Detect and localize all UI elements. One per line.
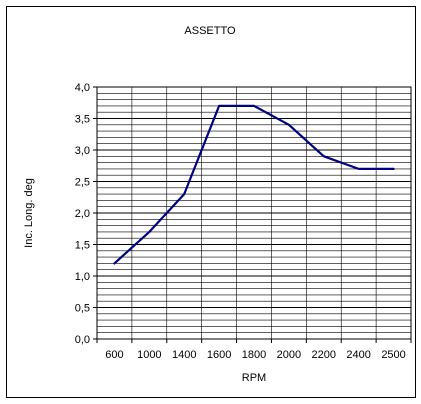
grid-lines xyxy=(97,87,411,339)
plot-area xyxy=(96,86,412,340)
y-tick-label: 3,0 xyxy=(75,145,90,157)
y-tick-label: 1,0 xyxy=(75,271,90,283)
x-tick-label: 600 xyxy=(105,349,123,361)
x-tick-label: 1800 xyxy=(242,349,266,361)
y-tick-label: 3,5 xyxy=(75,114,90,126)
y-tick-label: 2,5 xyxy=(75,177,90,189)
x-axis-label: RPM xyxy=(242,372,266,384)
y-tick-label: 1,5 xyxy=(75,240,90,252)
y-tick-label: 0,5 xyxy=(75,303,90,315)
x-tick-label: 1000 xyxy=(137,349,161,361)
x-tick-label: 1600 xyxy=(207,349,231,361)
x-tick-label: 2400 xyxy=(346,349,370,361)
y-axis-label: Inc. Long. deg xyxy=(23,178,35,248)
chart-title: ASSETTO xyxy=(184,25,236,37)
x-axis: 600 1000 1400 1600 1800 2000 2200 2400 2500 xyxy=(96,339,412,361)
y-tick-label: 0,0 xyxy=(75,334,90,346)
y-tick-label: 2,0 xyxy=(75,208,90,220)
series-line xyxy=(113,104,395,265)
x-tick-label: 2000 xyxy=(277,349,301,361)
y-axis: 0,0 0,5 1,0 1,5 2,0 2,5 3,0 3,5 4,0 xyxy=(75,82,97,346)
x-tick-label: 2500 xyxy=(381,349,405,361)
series-layer xyxy=(113,104,395,265)
y-tick-label: 4,0 xyxy=(75,82,90,94)
x-tick-label: 1400 xyxy=(172,349,196,361)
x-tick-label: 2200 xyxy=(312,349,336,361)
